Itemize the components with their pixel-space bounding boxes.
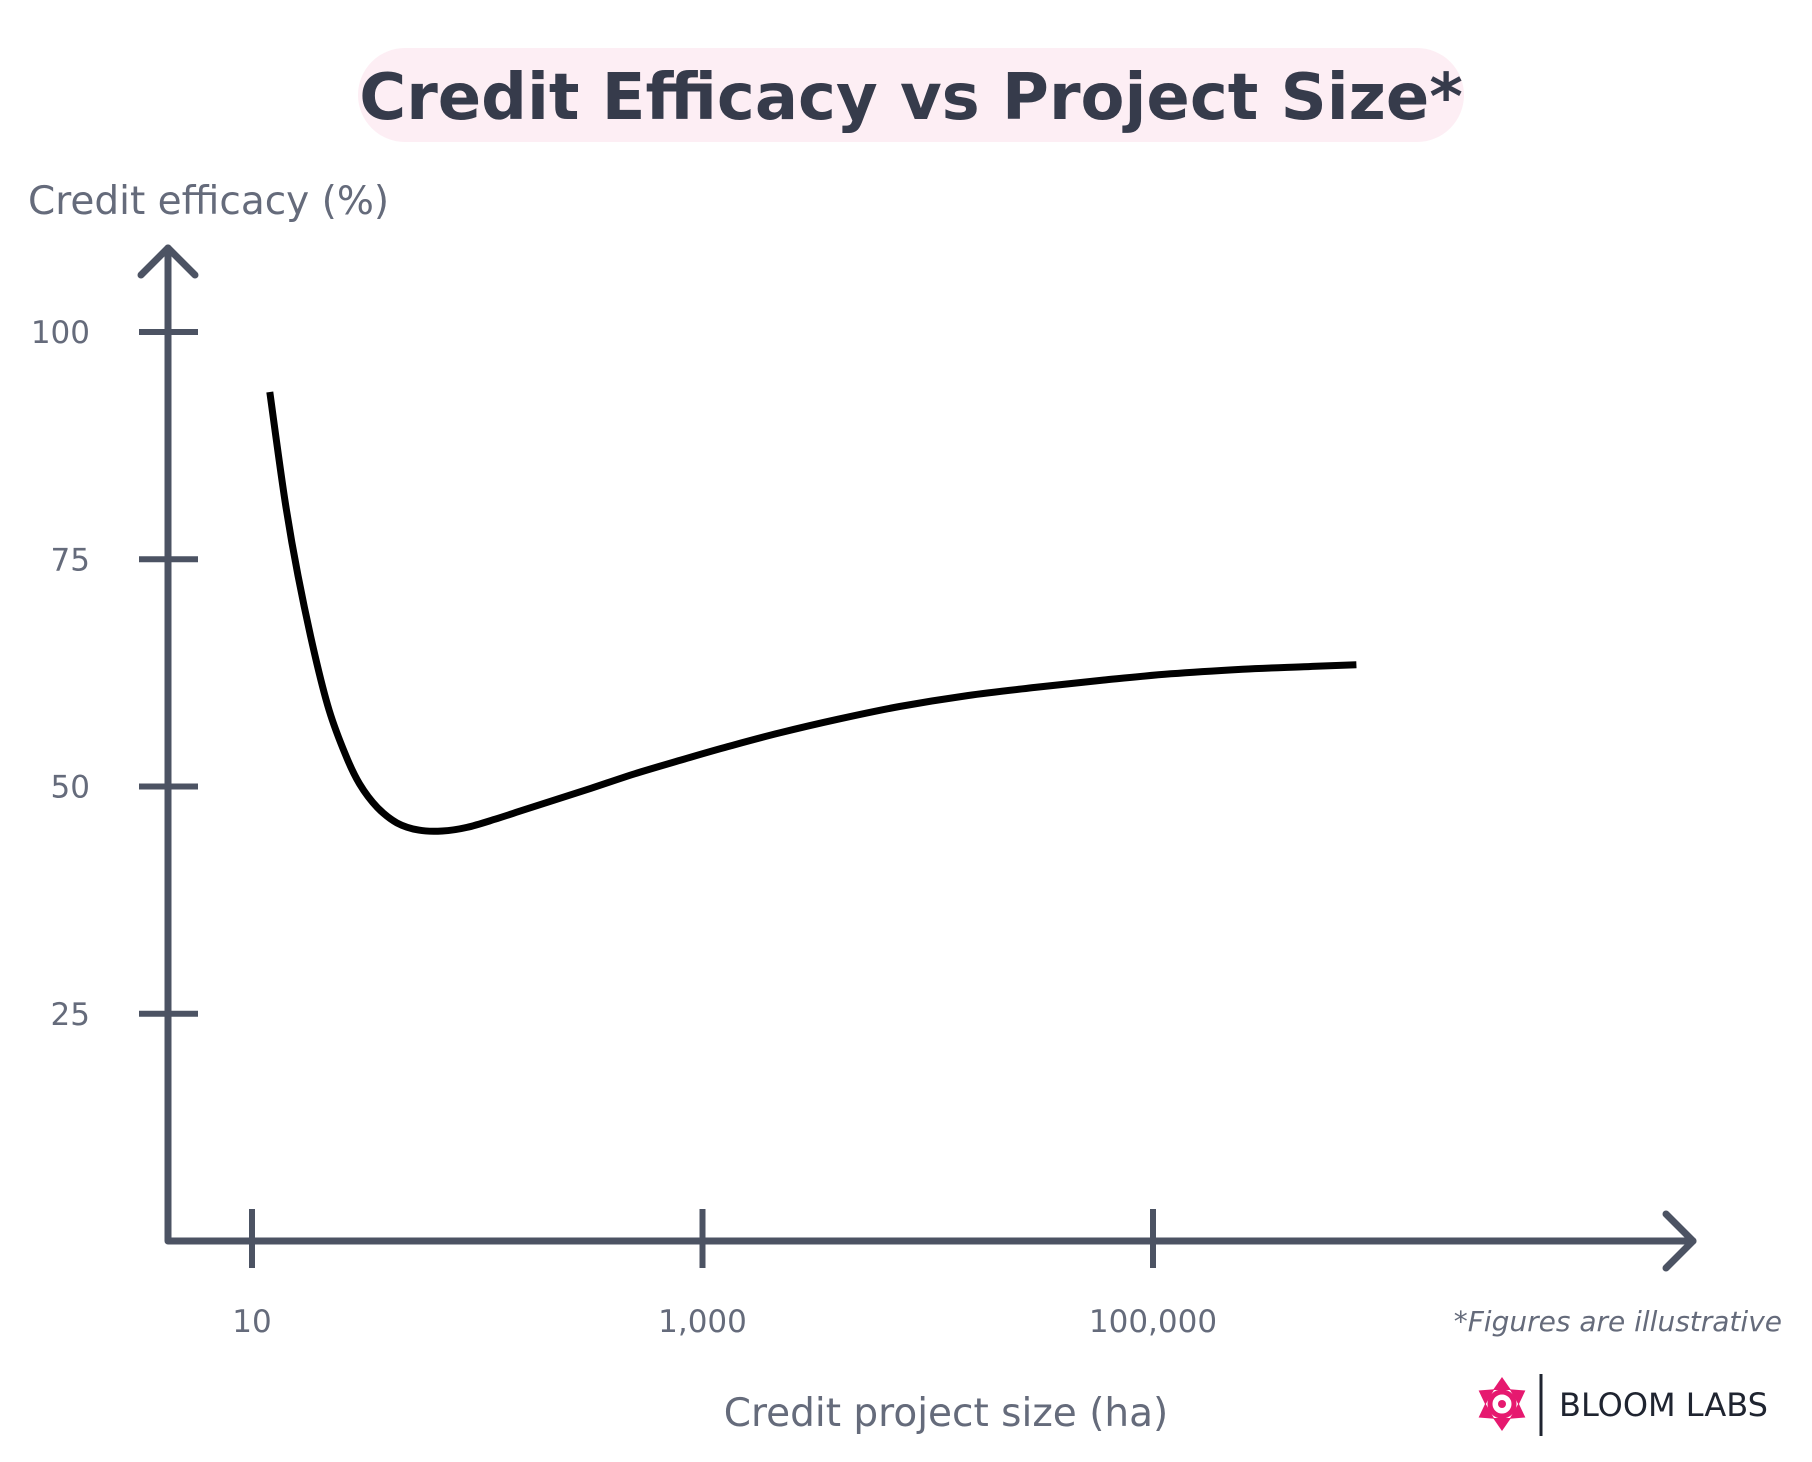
x-axis-title: Credit project size (ha): [724, 1391, 1169, 1436]
x-tick-label: 100,000: [1089, 1304, 1217, 1340]
y-axis-arrow: [137, 244, 199, 279]
y-ticks: 100 75 50 25: [31, 315, 198, 1033]
x-tick-label: 1,000: [658, 1304, 747, 1340]
chart-title: Credit Efficacy vs Project Size*: [359, 61, 1463, 135]
series-line-credit-efficacy: [266, 391, 1357, 835]
bloom-labs-flower-icon: [1478, 1377, 1526, 1431]
illustrative-note: *Figures are illustrative: [1454, 1305, 1782, 1338]
x-axis-arrow: [1662, 1210, 1697, 1272]
x-tick-label: 10: [232, 1304, 271, 1340]
axes-lines: [164, 244, 1697, 1245]
y-tick-label: 75: [51, 542, 90, 578]
brand-name: BLOOM LABS: [1559, 1386, 1768, 1424]
y-tick-label: 25: [51, 997, 90, 1033]
y-tick-label: 100: [31, 315, 90, 351]
x-ticks: 10 1,000 100,000: [232, 1209, 1217, 1340]
y-tick-label: 50: [51, 770, 90, 806]
title-background: [358, 48, 1464, 142]
y-axis-title: Credit efficacy (%): [28, 179, 389, 224]
